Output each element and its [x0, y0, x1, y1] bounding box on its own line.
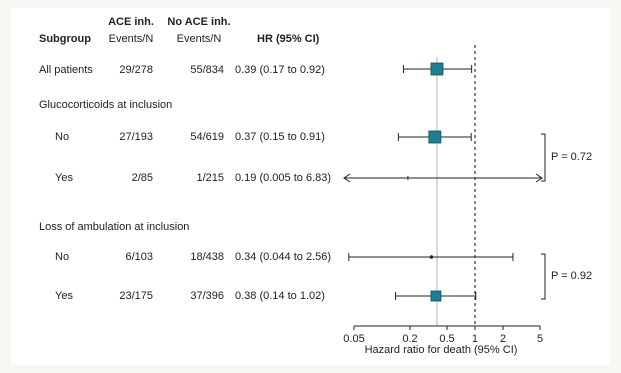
- row-hr-text: 0.37 (0.15 to 0.91): [235, 131, 325, 143]
- row-events-noace: 1/215: [196, 172, 224, 184]
- row-label: No: [55, 131, 70, 143]
- header-events-noace: Events/N: [176, 33, 222, 45]
- p-value-bracket: [541, 253, 546, 300]
- x-tick-label: 1: [472, 333, 478, 345]
- section-title-glucocorticoids: Glucocorticoids at inclusion: [39, 99, 173, 111]
- row-events-ace: 6/103: [125, 251, 153, 263]
- row-hr-text: 0.34 (0.044 to 2.56): [235, 251, 332, 263]
- row-events-noace: 54/619: [190, 131, 224, 143]
- p-value-bracket: [541, 133, 546, 182]
- row-hr-text: 0.38 (0.14 to 1.02): [235, 290, 325, 302]
- row-label: All patients: [39, 64, 93, 76]
- row-hr-text: 0.19 (0.005 to 6.83): [235, 172, 332, 184]
- x-tick-label: 0.5: [439, 333, 454, 345]
- row-events-noace: 37/396: [190, 290, 224, 302]
- row-events-noace: 55/834: [190, 64, 224, 76]
- row-label: No: [55, 251, 70, 263]
- row-events-ace: 2/85: [131, 172, 153, 184]
- x-axis-title: Hazard ratio for death (95% CI): [364, 344, 518, 356]
- hr-marker: [428, 130, 442, 144]
- row-events-ace: 27/193: [119, 131, 153, 143]
- header-events-ace: Events/N: [108, 33, 154, 45]
- forest-plot-svg: 0.05 0.2 0.5 1 2 5: [343, 45, 546, 345]
- row-events-noace: 18/438: [190, 251, 224, 263]
- header-noace-group: No ACE inh.: [167, 16, 231, 28]
- row-events-ace: 23/175: [119, 290, 153, 302]
- x-tick-label: 0.05: [343, 333, 364, 345]
- header-hr: HR (95% CI): [257, 33, 320, 45]
- row-events-ace: 29/278: [119, 64, 153, 76]
- forest-plot-panel: ACE inh. No ACE inh. Subgroup Events/N E…: [11, 8, 610, 365]
- ci-arrow-right: [535, 173, 543, 183]
- header-subgroup: Subgroup: [39, 33, 91, 45]
- row-hr-text: 0.39 (0.17 to 0.92): [235, 64, 325, 76]
- x-tick-label: 5: [537, 333, 543, 345]
- hr-marker: [430, 290, 442, 302]
- p-value-ambulation: P = 0.92: [551, 270, 593, 282]
- row-label: Yes: [55, 172, 73, 184]
- section-title-ambulation: Loss of ambulation at inclusion: [39, 221, 190, 233]
- x-tick-label: 0.2: [402, 333, 417, 345]
- hr-marker: [429, 255, 434, 259]
- ci-arrow-left: [343, 173, 351, 183]
- row-label: Yes: [55, 290, 73, 302]
- p-value-glucocorticoids: P = 0.72: [551, 151, 593, 163]
- hr-marker: [430, 62, 444, 76]
- header-ace-group: ACE inh.: [108, 16, 154, 28]
- x-tick-label: 2: [500, 333, 506, 345]
